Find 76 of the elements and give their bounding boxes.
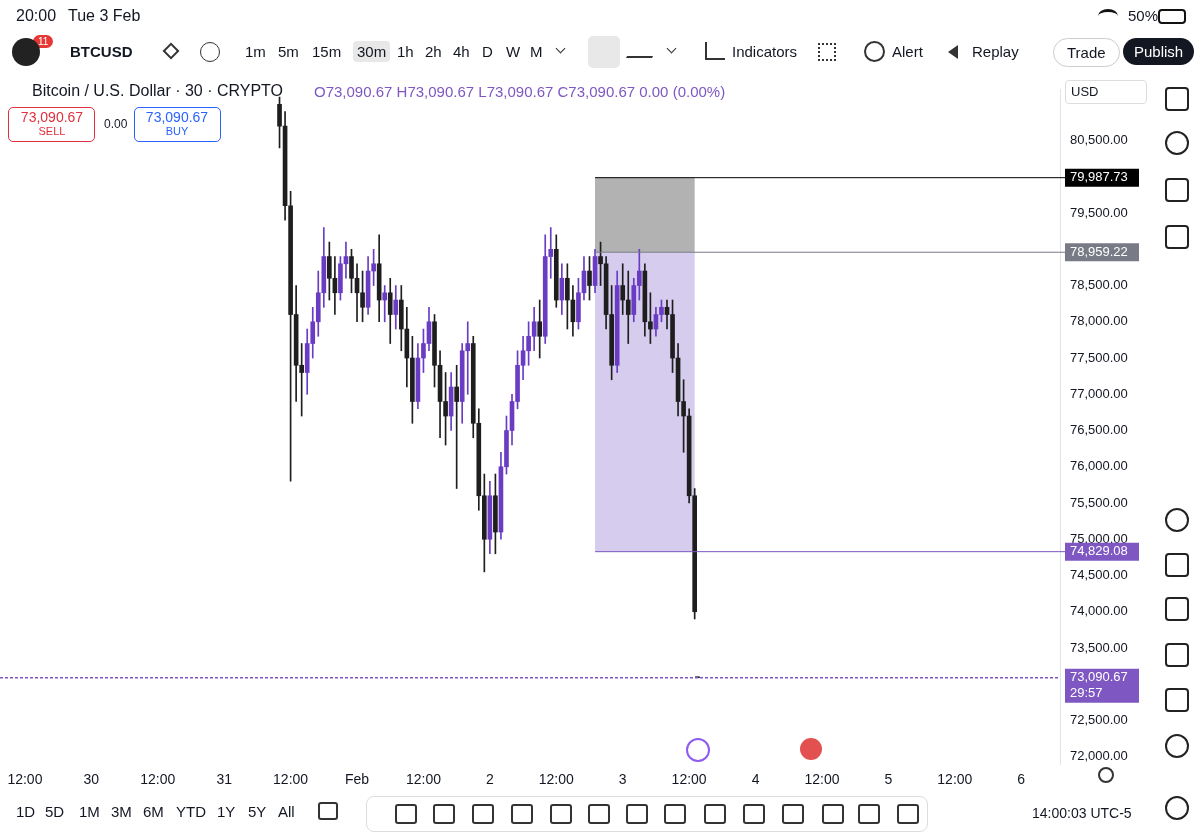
- text: 20:00: [16, 7, 57, 25]
- text: 3M: [111, 803, 132, 820]
- candlestick: [625, 270, 631, 344]
- y-tick-label: 77,000.00: [1070, 385, 1128, 401]
- text: 4h: [453, 43, 470, 60]
- x-tick-label: 30: [83, 771, 100, 788]
- text: Tue 3 Feb: [68, 7, 141, 25]
- candlestick: [382, 285, 388, 323]
- x-tick-label: 2: [485, 771, 494, 788]
- y-tick-label: 75,500.00: [1070, 494, 1128, 510]
- text: YTD: [176, 803, 206, 820]
- text: Indicators: [732, 43, 798, 60]
- x-tick-label: 4: [751, 771, 760, 788]
- x-tick-label: 12:00: [7, 771, 43, 788]
- text: 30m: [353, 41, 391, 62]
- y-tick-label: 78,000.00: [1070, 313, 1128, 329]
- text: 1m: [245, 43, 266, 60]
- x-tick-label: 3: [618, 771, 627, 788]
- text: 50%: [1128, 7, 1159, 24]
- text: 11: [33, 35, 54, 48]
- text: 15m: [312, 43, 342, 60]
- y-tick-label: 74,000.00: [1070, 603, 1128, 619]
- y-tick-label: 76,500.00: [1070, 422, 1128, 438]
- annotation: 0.00: [104, 117, 128, 131]
- text: Replay: [972, 43, 1019, 60]
- x-tick-label: 12:00: [405, 771, 442, 788]
- ref-line-label: 73,090.67: [1070, 669, 1128, 685]
- x-tick-label: 31: [216, 771, 233, 788]
- x-tick-label: 12:00: [804, 771, 840, 788]
- text: Publish: [1123, 38, 1195, 65]
- y-tick-label: 76,000.00: [1070, 458, 1128, 474]
- text: W: [506, 43, 521, 60]
- ref-line-label: 78,959.22: [1070, 243, 1128, 259]
- text: M: [530, 43, 543, 60]
- y-tick-label: 78,500.00: [1070, 277, 1128, 293]
- text: 14:00:03 UTC-5: [1032, 805, 1132, 821]
- text: 1Y: [217, 803, 236, 820]
- annotation: 73,090.67: [19, 109, 85, 125]
- text: 5m: [278, 43, 299, 60]
- annotation: SELL: [37, 125, 67, 137]
- chart-subtitle: O73,090.67 H73,090.67 L73,090.67 C73,090.67 0.00 (0.00%): [314, 83, 726, 100]
- y-tick-label: 80,500.00: [1070, 132, 1128, 148]
- y-tick-label: 73,500.00: [1070, 639, 1128, 655]
- text: 5Y: [248, 803, 267, 820]
- text: 1M: [79, 803, 100, 820]
- x-tick-label: 12:00: [538, 771, 575, 788]
- y-tick-label: 72,500.00: [1070, 712, 1128, 728]
- text: 1h: [397, 43, 414, 60]
- text: Trade: [1053, 38, 1120, 67]
- ref-line-label: 79,987.73: [1070, 169, 1128, 185]
- text: 6M: [143, 803, 164, 820]
- x-tick-label: 12:00: [273, 771, 309, 788]
- y-tick-label: 79,500.00: [1070, 204, 1128, 220]
- text: 5D: [45, 803, 65, 820]
- text: USD: [1071, 84, 1099, 99]
- text: Alert: [892, 43, 923, 60]
- x-tick-label: 12:00: [140, 771, 176, 788]
- chart-title: Bitcoin / U.S. Dollar · 30 · CRYPTO: [32, 82, 284, 100]
- x-tick-label: Feb: [344, 771, 370, 788]
- text: BTCUSD: [70, 43, 133, 60]
- ref-line-label: 74,829.08: [1070, 543, 1128, 559]
- text: D: [482, 43, 493, 60]
- x-tick-label: 12:00: [937, 771, 973, 788]
- y-tick-label: 75,000.00: [1070, 530, 1128, 546]
- annotation: 73,090.67: [144, 109, 210, 125]
- y-tick-label: 77,500.00: [1070, 349, 1128, 365]
- text: 1D: [16, 803, 36, 820]
- text: 2h: [425, 43, 442, 60]
- text: 29:57: [1070, 685, 1103, 701]
- text: All: [278, 803, 295, 820]
- y-tick-label: 74,500.00: [1070, 567, 1128, 583]
- x-tick-label: 12:00: [671, 771, 707, 788]
- y-tick-label: 72,000.00: [1070, 748, 1128, 764]
- x-tick-label: 6: [1017, 771, 1026, 788]
- x-tick-label: 5: [884, 771, 893, 788]
- annotation: BUY: [164, 125, 190, 137]
